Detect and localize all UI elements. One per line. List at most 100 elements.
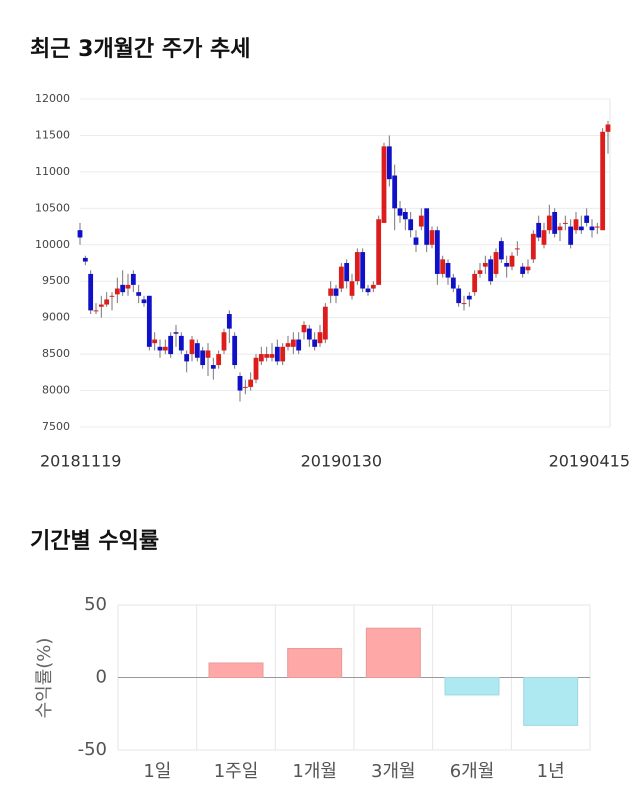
candle-body	[498, 241, 504, 260]
candle-body	[77, 230, 83, 238]
candle-body	[482, 263, 488, 267]
bar	[444, 677, 500, 696]
candle-body	[312, 339, 318, 347]
candle-body	[184, 354, 190, 362]
candle-body	[376, 219, 382, 285]
candle-body	[472, 273, 478, 293]
candle-body	[232, 335, 238, 366]
y-tick-label: -50	[78, 739, 107, 760]
candle-body	[520, 266, 526, 274]
candle-body	[141, 299, 147, 304]
bar	[523, 677, 579, 726]
candle-body	[477, 270, 483, 274]
candle-body	[109, 295, 115, 297]
candle-body	[162, 346, 168, 351]
y-tick-label: 10000	[35, 238, 70, 251]
candle-body	[82, 257, 88, 262]
candle-body	[189, 339, 195, 355]
y-tick-label: 11500	[35, 128, 70, 141]
candle-body	[317, 332, 323, 344]
candle-body	[573, 219, 579, 231]
y-tick-label: 10500	[35, 201, 70, 214]
candle-body	[541, 230, 547, 245]
bar-title: 기간별 수익률	[30, 529, 159, 554]
candle-body	[605, 124, 611, 132]
bar	[208, 662, 264, 678]
candle-body	[210, 365, 216, 369]
candle-body	[301, 324, 307, 333]
candle-body	[226, 314, 232, 329]
candle-body	[418, 215, 424, 227]
candle-body	[392, 175, 398, 209]
y-tick-label: 11000	[35, 165, 70, 178]
candle-body	[296, 339, 302, 351]
candle-body	[290, 339, 296, 347]
x-tick-label: 6개월	[450, 761, 495, 782]
candle-body	[525, 266, 531, 271]
candle-body	[408, 219, 414, 231]
candle-body	[488, 259, 494, 282]
bar	[365, 627, 421, 679]
candle-body	[338, 266, 344, 289]
candle-body	[370, 284, 376, 289]
y-axis-label: 수익률(%)	[34, 638, 55, 719]
candle-body	[253, 357, 259, 380]
candle-body	[104, 299, 110, 305]
y-tick-label: 9000	[42, 311, 70, 324]
candle-body	[157, 346, 163, 351]
candle-body	[168, 335, 174, 355]
candle-body	[269, 354, 275, 358]
candle-body	[578, 226, 584, 231]
candle-body	[93, 310, 99, 312]
candle-title: 최근 3개월간 주가 추세	[30, 37, 250, 62]
candle-body	[264, 354, 270, 358]
x-tick-label: 1일	[143, 761, 171, 782]
bar	[287, 648, 343, 678]
candle-body	[584, 215, 590, 223]
y-tick-label: 50	[84, 594, 107, 615]
candle-body	[445, 263, 451, 278]
candle-body	[514, 248, 520, 250]
candle-body	[200, 350, 206, 366]
candle-body	[493, 252, 499, 274]
candle-body	[258, 354, 264, 362]
candle-body	[397, 208, 403, 216]
candle-body	[568, 226, 574, 245]
candle-body	[88, 273, 94, 311]
candle-body	[136, 292, 142, 296]
candle-body	[280, 346, 286, 362]
candle-body	[285, 343, 291, 347]
candle-body	[360, 252, 366, 289]
candle-body	[237, 375, 243, 391]
candle-body	[178, 335, 184, 351]
candle-body	[114, 288, 120, 295]
candle-body	[274, 346, 280, 362]
candle-body	[434, 230, 440, 274]
candle-body	[546, 215, 552, 231]
candle-body	[216, 354, 222, 366]
candle-body	[354, 252, 360, 282]
candle-body	[429, 230, 435, 245]
candle-body	[194, 343, 200, 358]
candle-body	[386, 146, 392, 180]
candle-body	[600, 131, 606, 231]
y-tick-label: 7500	[42, 420, 70, 433]
candle-body	[562, 222, 568, 224]
candle-body	[242, 386, 248, 388]
y-tick-label: 0	[96, 667, 107, 688]
y-tick-label: 8000	[42, 384, 70, 397]
candle-body	[173, 332, 179, 334]
candle-body	[402, 211, 408, 220]
candle-body	[306, 328, 312, 340]
candle-body	[328, 288, 334, 296]
candle-body	[349, 281, 355, 296]
candle-body	[509, 255, 515, 267]
candle-body	[130, 273, 136, 285]
x-tick-label: 1주일	[214, 761, 259, 782]
candle-body	[125, 284, 131, 289]
candle-body	[466, 295, 472, 300]
x-tick-label: 20190415	[549, 452, 630, 471]
candle-body	[333, 288, 339, 296]
candle-body	[413, 237, 419, 245]
